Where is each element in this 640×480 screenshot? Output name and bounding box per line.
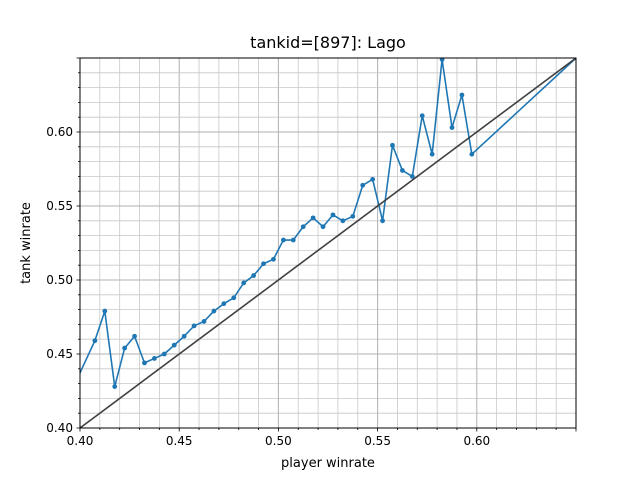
chart-title: tankid=[897]: Lago (250, 33, 406, 52)
data-point (419, 113, 425, 119)
data-point (439, 58, 445, 62)
data-point (280, 237, 286, 243)
data-point (171, 342, 177, 348)
y-tick-label: 0.40 (46, 421, 73, 435)
reference-diagonal-line (80, 58, 576, 428)
data-point (380, 218, 385, 224)
plot-frame (79, 57, 577, 429)
y-axis-label: tank winrate (19, 202, 34, 284)
y-tick-label: 0.50 (46, 273, 73, 287)
data-point (152, 356, 157, 361)
series-layer (73, 58, 576, 428)
data-point (400, 168, 405, 173)
data-point (251, 273, 256, 278)
data-point (429, 151, 435, 157)
data-point (350, 213, 356, 219)
x-axis-label: player winrate (281, 456, 375, 471)
data-point (201, 319, 207, 324)
x-tick-label: 0.55 (364, 434, 391, 448)
data-point (459, 92, 465, 98)
data-point (211, 308, 217, 314)
data-point (73, 381, 78, 386)
data-point (449, 125, 455, 130)
data-point (310, 215, 316, 221)
data-point (320, 224, 326, 230)
x-tick-label: 0.50 (265, 434, 292, 448)
data-point (191, 323, 197, 329)
ticks: 0.40 0.45 0.50 0.55 0.60 0.40 0.45 0.50 0.55 0.60 (46, 57, 577, 448)
data-point (112, 384, 118, 389)
data-point (290, 237, 296, 243)
data-point (161, 351, 167, 357)
x-tick-label: 0.60 (463, 434, 490, 448)
data-point (241, 280, 247, 286)
x-tick-label: 0.45 (166, 434, 193, 448)
y-tick-label: 0.60 (46, 125, 73, 139)
data-point (142, 360, 147, 366)
data-point (409, 174, 415, 179)
data-point (271, 256, 276, 262)
data-point (390, 142, 395, 148)
data-point (360, 182, 366, 188)
data-point (469, 151, 475, 157)
data-point (132, 333, 137, 339)
grid (79, 57, 577, 429)
data-point (231, 295, 237, 301)
x-tick-label: 0.40 (67, 434, 94, 448)
y-tick-label: 0.55 (46, 199, 73, 213)
data-point (340, 218, 346, 224)
data-point (181, 333, 187, 339)
data-point (261, 261, 266, 267)
data-point (102, 308, 108, 314)
y-tick-label: 0.45 (46, 347, 73, 361)
data-point (92, 338, 98, 344)
data-point (221, 301, 227, 307)
data-point (300, 224, 306, 230)
data-point (330, 212, 336, 218)
data-point (370, 176, 376, 182)
data-point (122, 345, 128, 351)
